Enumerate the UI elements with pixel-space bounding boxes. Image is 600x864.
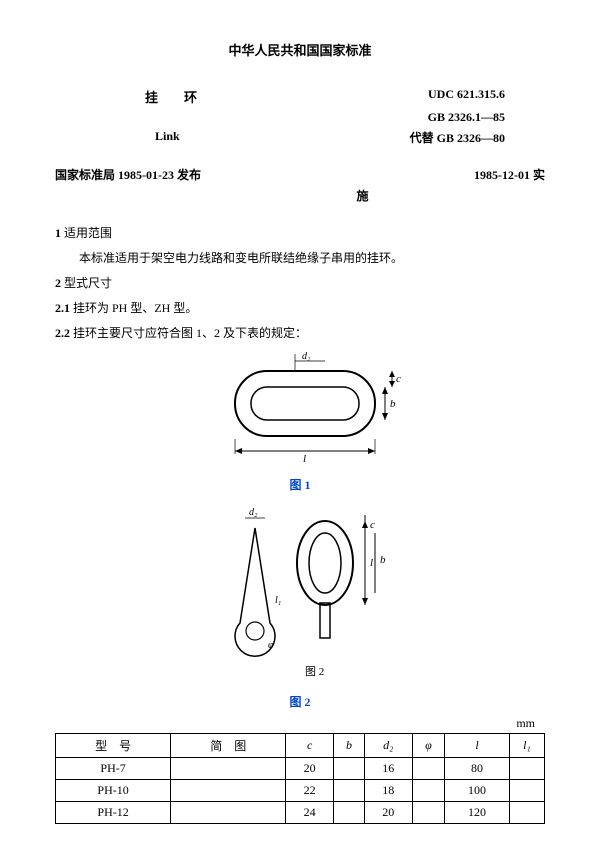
standard-name-cn: 挂 环 <box>145 87 197 106</box>
section-1-title: 适用范围 <box>64 226 112 240</box>
link-row: Link 代替 GB 2326—80 <box>55 129 545 146</box>
section-2-num: 2 <box>55 276 61 290</box>
svg-text:φ: φ <box>268 640 274 651</box>
dimensions-table: 型 号 简 图 c b d₂ φ l l₁ PH-7 20 16 80 PH-10 22 1… <box>55 733 545 824</box>
table-cell: 20 <box>364 802 412 824</box>
gb-code: GB 2326.1—85 <box>428 110 505 125</box>
th-d2: d₂ <box>364 734 412 758</box>
section-2-2-body: 挂环主要尺寸应符合图 1、2 及下表的规定： <box>73 326 307 340</box>
svg-text:c: c <box>396 373 401 385</box>
table-cell: 120 <box>445 802 510 824</box>
table-cell <box>334 780 365 802</box>
replaces-code: 代替 GB 2326—80 <box>410 129 505 146</box>
figure-1: l b c d₂ <box>55 351 545 466</box>
svg-text:b: b <box>390 398 396 410</box>
table-cell <box>334 758 365 780</box>
figure-1-svg: l b c d₂ <box>195 351 405 466</box>
figure-2-label: 图 2 <box>55 693 545 710</box>
th-l: l <box>445 734 510 758</box>
table-cell: PH-10 <box>56 780 171 802</box>
table-row: PH-12 24 20 120 <box>56 802 545 824</box>
figure-2: l b c d₂ l₁ φ 图 2 <box>55 503 545 683</box>
section-2-2-num: 2.2 <box>55 326 70 340</box>
section-2-2: 2.2 挂环主要尺寸应符合图 1、2 及下表的规定： <box>55 324 545 341</box>
table-cell <box>412 780 445 802</box>
table-cell <box>171 780 286 802</box>
th-sketch: 简 图 <box>171 734 286 758</box>
table-body: PH-7 20 16 80 PH-10 22 18 100 PH-12 24 20 120 <box>56 758 545 824</box>
table-cell <box>412 758 445 780</box>
section-1: 1 适用范围 <box>55 224 545 241</box>
th-l1: l₁ <box>509 734 544 758</box>
table-cell <box>509 802 544 824</box>
svg-text:l: l <box>303 453 306 465</box>
table-cell: 100 <box>445 780 510 802</box>
title-row: 挂 环 UDC 621.315.6 <box>55 87 545 106</box>
table-cell <box>171 758 286 780</box>
udc-code: UDC 621.315.6 <box>428 87 505 106</box>
th-phi: φ <box>412 734 445 758</box>
table-cell <box>509 758 544 780</box>
gb-row: GB 2326.1—85 <box>55 110 545 125</box>
svg-text:l: l <box>370 557 373 569</box>
issuer-text: 国家标准局 1985-01-23 发布 <box>55 166 201 183</box>
table-unit: mm <box>55 716 535 731</box>
th-b: b <box>334 734 365 758</box>
svg-text:图 2: 图 2 <box>305 665 324 678</box>
table-cell: PH-7 <box>56 758 171 780</box>
section-2-1-body: 挂环为 PH 型、ZH 型。 <box>73 301 197 315</box>
figure-2-svg: l b c d₂ l₁ φ 图 2 <box>205 503 395 683</box>
table-cell: 24 <box>286 802 334 824</box>
th-c: c <box>286 734 334 758</box>
table-row: PH-7 20 16 80 <box>56 758 545 780</box>
document-title: 中华人民共和国国家标准 <box>55 40 545 59</box>
shi-char: 施 <box>180 187 545 204</box>
section-2-1-num: 2.1 <box>55 301 70 315</box>
issue-row: 国家标准局 1985-01-23 发布 1985-12-01 实 <box>55 166 545 183</box>
figure-1-label: 图 1 <box>55 476 545 493</box>
table-cell <box>412 802 445 824</box>
section-2-1: 2.1 挂环为 PH 型、ZH 型。 <box>55 299 545 316</box>
table-cell: 80 <box>445 758 510 780</box>
table-cell <box>509 780 544 802</box>
section-2: 2 型式尺寸 <box>55 274 545 291</box>
svg-text:b: b <box>380 554 386 566</box>
standard-name-en: Link <box>155 129 180 146</box>
svg-text:c: c <box>370 519 375 531</box>
table-header-row: 型 号 简 图 c b d₂ φ l l₁ <box>56 734 545 758</box>
svg-text:d₂: d₂ <box>302 351 311 362</box>
section-1-num: 1 <box>55 226 61 240</box>
table-cell <box>334 802 365 824</box>
effective-date: 1985-12-01 实 <box>474 166 545 183</box>
table-cell <box>171 802 286 824</box>
table-cell: 20 <box>286 758 334 780</box>
svg-text:l₁: l₁ <box>275 595 281 606</box>
section-1-body: 本标准适用于架空电力线路和变电所联结绝缘子串用的挂环。 <box>55 249 545 266</box>
table-cell: PH-12 <box>56 802 171 824</box>
table-cell: 18 <box>364 780 412 802</box>
svg-text:d₂: d₂ <box>249 507 258 518</box>
th-model: 型 号 <box>56 734 171 758</box>
section-2-title: 型式尺寸 <box>64 276 112 290</box>
table-cell: 22 <box>286 780 334 802</box>
table-cell: 16 <box>364 758 412 780</box>
table-row: PH-10 22 18 100 <box>56 780 545 802</box>
